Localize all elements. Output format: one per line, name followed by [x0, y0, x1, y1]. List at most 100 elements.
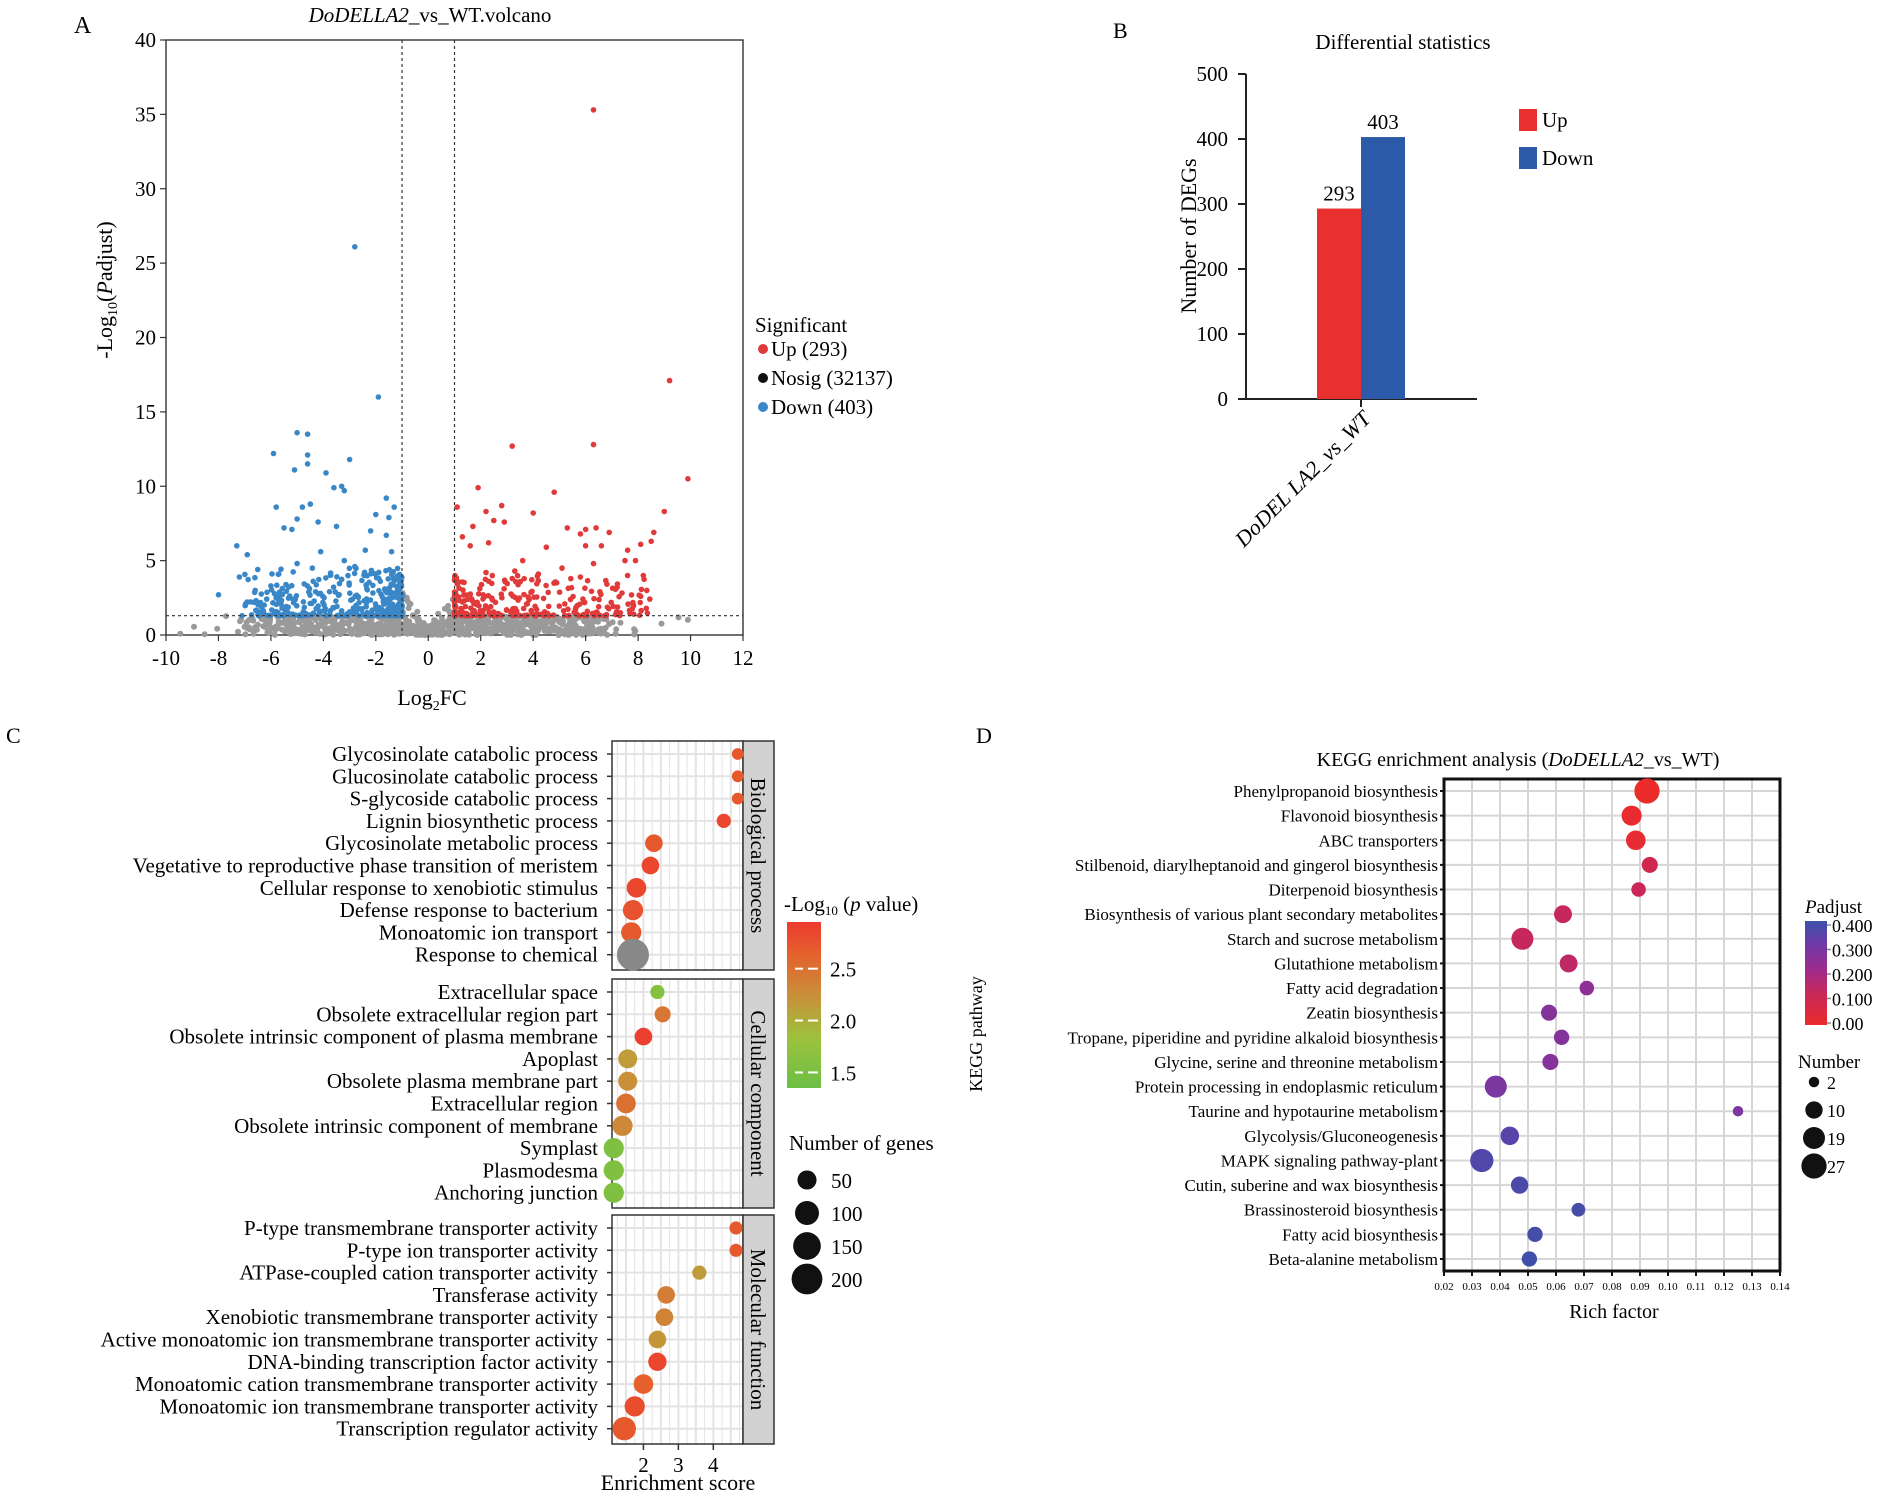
go-x-axis-label: Enrichment score [601, 1470, 756, 1495]
volcano-point-nosig [279, 626, 285, 633]
go-x-tick-label: 4 [708, 1453, 719, 1477]
volcano-point-nosig [428, 623, 435, 630]
volcano-point-nosig [322, 625, 329, 632]
go-size-legend-label: 200 [831, 1268, 863, 1292]
bar-legend-label: Up [1542, 108, 1568, 132]
go-term-label: Xenobiotic transmembrane transporter act… [206, 1305, 599, 1329]
volcano-y-tick-label: 0 [146, 623, 157, 647]
volcano-point-nosig [555, 618, 562, 625]
go-term-dot [634, 1027, 653, 1046]
volcano-point-down [304, 612, 311, 619]
volcano-x-tick-label: -10 [152, 646, 180, 670]
volcano-point-up [638, 607, 644, 614]
volcano-point-down [264, 589, 270, 596]
go-size-legend-marker [793, 1232, 821, 1260]
go-term-dot [641, 856, 660, 875]
volcano-point-down [248, 612, 255, 618]
bar-y-tick-label: 100 [1197, 322, 1229, 346]
volcano-point-down [346, 456, 353, 463]
go-term-label: Monoatomic ion transport [379, 920, 598, 944]
volcano-point-down [269, 571, 275, 577]
kegg-pathway-label: Brassinosteroid biosynthesis [1244, 1201, 1438, 1220]
volcano-point-up [532, 603, 538, 610]
bar-legend-swatch [1519, 109, 1537, 131]
volcano-point-up [638, 586, 645, 593]
go-term-dot [654, 1006, 671, 1023]
volcano-point-down [377, 578, 384, 585]
kegg-pathway-dot [1511, 927, 1534, 950]
kegg-x-tick-label: 0.12 [1714, 1281, 1733, 1293]
volcano-point-up [643, 605, 650, 612]
panel-label-b: B [1113, 18, 1128, 43]
volcano-x-tick-label: 6 [580, 646, 591, 670]
volcano-point-down [304, 452, 311, 458]
volcano-point-up [590, 560, 597, 567]
volcano-x-tick-label: -6 [262, 646, 280, 670]
volcano-point-up [459, 534, 466, 540]
volcano-point-nosig [347, 630, 354, 636]
volcano-point-up [485, 540, 492, 546]
volcano-point-down [388, 548, 395, 555]
go-facet-strip [742, 740, 775, 971]
volcano-point-down [270, 450, 277, 457]
kegg-pathway-label: Flavonoid biosynthesis [1281, 807, 1438, 826]
volcano-point-down [359, 577, 365, 584]
go-term-label: Glycosinolate catabolic process [332, 742, 598, 766]
volcano-point-nosig [250, 630, 257, 637]
kegg-pathway-dot [1621, 805, 1642, 826]
volcano-point-nosig [555, 632, 562, 638]
volcano-point-nosig [191, 623, 197, 630]
volcano-point-nosig [354, 623, 361, 630]
go-enrichment-dotplot: Biological process Glycosinolate cataboli… [101, 740, 934, 1495]
volcano-point-up [467, 543, 474, 549]
kegg-pathway-label: Zeatin biosynthesis [1306, 1004, 1438, 1023]
volcano-point-down [326, 588, 333, 595]
volcano-y-tick-label: 40 [135, 28, 156, 52]
volcano-point-down [215, 592, 222, 598]
volcano-point-up [628, 592, 635, 598]
volcano-point-down [341, 612, 347, 619]
go-term-label: Defense response to bacterium [340, 898, 598, 922]
go-term-label: P-type ion transporter activity [347, 1238, 599, 1262]
bar-legend-label: Down [1542, 146, 1594, 170]
volcano-point-up [648, 538, 654, 545]
volcano-x-tick-label: 8 [633, 646, 644, 670]
volcano-point-nosig [214, 625, 221, 632]
go-term-label: P-type transmembrane transporter activit… [244, 1216, 598, 1240]
volcano-point-nosig [469, 620, 476, 627]
go-term-dot [618, 1071, 638, 1091]
kegg-pathway-label: Tropane, piperidine and pyridine alkaloi… [1068, 1028, 1438, 1047]
volcano-point-down [280, 611, 286, 618]
volcano-point-down [294, 429, 300, 436]
volcano-point-down [330, 584, 337, 590]
kegg-x-tick-label: 0.02 [1434, 1281, 1453, 1293]
volcano-point-up [454, 593, 460, 599]
kegg-pathway-dot [1634, 778, 1660, 804]
volcano-point-up [489, 572, 496, 579]
volcano-point-up [582, 526, 589, 533]
volcano-point-down [244, 551, 251, 558]
volcano-point-up [567, 596, 574, 603]
volcano-point-up [481, 593, 488, 600]
volcano-x-tick-label: -2 [367, 646, 385, 670]
volcano-point-up [467, 591, 474, 597]
volcano-point-up [556, 603, 563, 609]
volcano-point-down [367, 597, 374, 603]
kegg-pathway-label: ABC transporters [1319, 831, 1438, 850]
volcano-point-up [454, 504, 460, 510]
volcano-point-down [378, 606, 385, 612]
volcano-point-nosig [328, 624, 335, 631]
go-color-bar [787, 922, 821, 1088]
volcano-point-nosig [508, 620, 514, 627]
volcano-point-nosig [531, 631, 538, 638]
kegg-pathway-label: Biosynthesis of various plant secondary … [1084, 905, 1438, 924]
kegg-pathway-dot [1484, 1075, 1507, 1098]
volcano-point-down [283, 581, 289, 588]
volcano-point-down [347, 590, 353, 596]
volcano-point-nosig [375, 631, 382, 638]
volcano-point-up [483, 569, 489, 576]
volcano-x-tick-label: 10 [680, 646, 701, 670]
volcano-point-nosig [418, 631, 425, 638]
go-term-dot [603, 1137, 624, 1159]
go-size-legend-marker [797, 1170, 817, 1190]
